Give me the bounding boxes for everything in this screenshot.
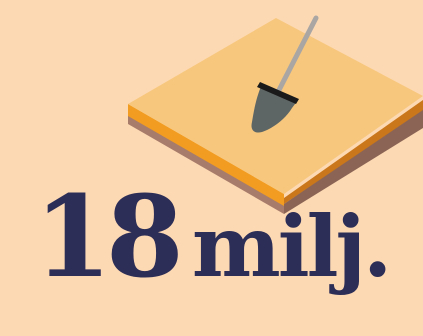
headline: 18 milj. (34, 182, 392, 296)
ground-side-brown (284, 108, 423, 214)
shovel-icon (251, 15, 319, 133)
headline-unit: milj. (191, 197, 392, 296)
ground-front-orange (128, 104, 284, 206)
ground-front-brown (128, 114, 284, 214)
ground-side-orange (284, 100, 423, 204)
headline-number: 18 (34, 172, 184, 303)
